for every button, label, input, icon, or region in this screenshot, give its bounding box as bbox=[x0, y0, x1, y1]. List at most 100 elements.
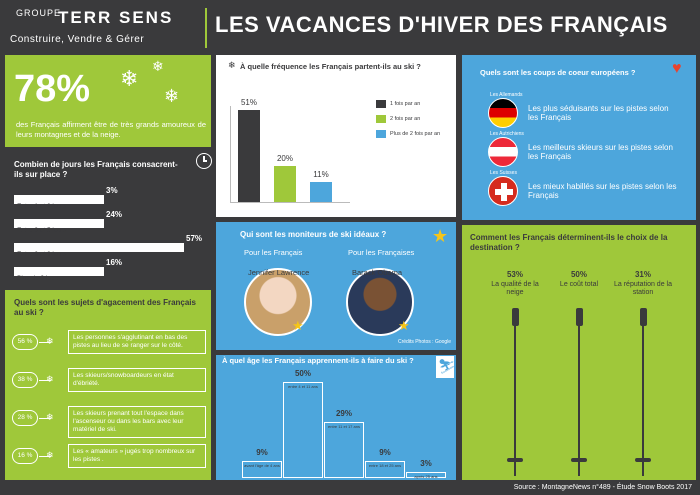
age-pct: 9% bbox=[256, 448, 268, 457]
annoyance-title: Quels sont les sujets d'agacement des Fr… bbox=[14, 298, 196, 317]
age-pct: 9% bbox=[379, 448, 391, 457]
snowflake-icon: ❄ bbox=[120, 66, 139, 91]
logo-subtitle: Construire, Vendre & Gérer bbox=[10, 34, 145, 45]
legend-swatch bbox=[376, 130, 386, 138]
annoyance-connector bbox=[39, 342, 51, 343]
destination-pct: 31% bbox=[634, 270, 651, 279]
snowflake-icon: ❄ bbox=[152, 58, 164, 74]
europe-text: Les plus séduisants sur les pistes selon… bbox=[528, 104, 669, 122]
moniteurs-title: Qui sont les moniteurs de ski idéaux ? bbox=[240, 230, 387, 239]
annoyance-text: Les « amateurs » jugés trop nombreux sur… bbox=[68, 444, 206, 468]
age-bar bbox=[242, 461, 282, 478]
frequency-pct: 11% bbox=[313, 170, 329, 179]
flag-caption: Les Suisses bbox=[490, 170, 517, 176]
age-pct: 3% bbox=[420, 459, 432, 468]
header-divider bbox=[205, 8, 207, 48]
days-bar: Entre 1 et 2 jours bbox=[14, 195, 104, 210]
ski-pole-basket bbox=[571, 458, 587, 462]
age-bar-label: après 25 ans bbox=[414, 474, 438, 479]
snowflake-icon: ❄ bbox=[228, 60, 236, 70]
days-pct: 16% bbox=[106, 258, 123, 267]
annoyance-pct: 28 % bbox=[12, 410, 38, 426]
flag-germany-icon bbox=[488, 98, 518, 128]
age-pct: 29% bbox=[335, 409, 352, 418]
destination-label: Le coût total bbox=[559, 281, 599, 288]
annoyance-text: Les personnes s'agglutinant en bas des p… bbox=[68, 330, 206, 354]
days-label: Entre 3 et 5 jours bbox=[17, 227, 67, 234]
days-title: Combien de jours les Français consacrent… bbox=[14, 160, 178, 179]
snowflake-icon: ❄ bbox=[46, 336, 54, 346]
frequency-bar bbox=[238, 110, 260, 202]
frequency-pct: 20% bbox=[276, 154, 293, 163]
flag-caption: Les Autrichiens bbox=[490, 131, 524, 137]
moniteur-left-name: Jennifer Lawrence bbox=[248, 268, 310, 277]
ski-pole-shaft bbox=[642, 326, 644, 476]
ski-pole-shaft bbox=[578, 326, 580, 476]
frequency-title: À quelle fréquence les Français partent-… bbox=[240, 62, 421, 71]
age-bar-label: entre 4 et 11 ans bbox=[288, 384, 318, 389]
days-panel bbox=[5, 152, 211, 284]
frequency-pct: 51% bbox=[240, 98, 257, 107]
age-pct: 50% bbox=[294, 369, 311, 378]
portrait-barack-obama bbox=[346, 268, 414, 336]
age-bar bbox=[406, 472, 446, 478]
moniteur-right-name: Barack Obama bbox=[352, 268, 403, 277]
ski-pole-grip bbox=[640, 308, 647, 326]
flag-caption: Les Allemands bbox=[490, 92, 523, 98]
legend-swatch bbox=[376, 100, 386, 108]
photo-credits: Crédits Photos : Google bbox=[398, 339, 452, 345]
annoyance-text: Les skieurs/snowboardeurs en état d'ébri… bbox=[68, 368, 206, 392]
age-bar bbox=[324, 422, 364, 478]
days-bar: Entre 6 et 8 jours bbox=[14, 243, 184, 258]
annoyance-pct: 56 % bbox=[12, 334, 38, 350]
ski-pole-basket bbox=[507, 458, 523, 462]
star-icon: ★ bbox=[398, 318, 410, 333]
annoyance-pct: 16 % bbox=[12, 448, 38, 464]
star-icon: ★ bbox=[432, 226, 449, 246]
annoyance-connector bbox=[39, 456, 51, 457]
age-bar-label: entre 11 et 17 ans bbox=[328, 424, 360, 429]
age-bar bbox=[283, 382, 323, 478]
age-bar bbox=[365, 461, 405, 478]
days-label: Entre 1 et 2 jours bbox=[17, 203, 67, 210]
moniteur-right-label: Pour les Françaises bbox=[348, 248, 415, 257]
source-note: Source : MontagneNews n°489 - Étude Snow… bbox=[513, 484, 692, 491]
frequency-bar bbox=[310, 182, 332, 202]
days-pct: 3% bbox=[106, 186, 118, 195]
ski-pole-grip bbox=[576, 308, 583, 326]
annoyance-panel bbox=[5, 290, 211, 480]
heart-icon: ♥ bbox=[672, 60, 682, 77]
annoyance-connector bbox=[39, 380, 51, 381]
age-title: À quel âge les Français apprennent-ils à… bbox=[222, 356, 414, 365]
love-stat-number: 78% bbox=[14, 68, 91, 110]
frequency-bar bbox=[274, 166, 296, 202]
skier-icon-box: ⛷ bbox=[436, 356, 456, 378]
star-icon: ★ bbox=[292, 318, 304, 333]
flag-switzerland-icon bbox=[488, 176, 518, 206]
legend-label: 1 fois par an bbox=[390, 101, 421, 107]
ski-pole-shaft bbox=[514, 326, 516, 476]
europe-text: Les mieux habillés sur les pistes selon … bbox=[528, 182, 677, 200]
portrait-jennifer-lawrence bbox=[244, 268, 312, 336]
frequency-baseline bbox=[230, 202, 350, 203]
clock-icon bbox=[196, 153, 212, 169]
snowflake-icon: ❄ bbox=[164, 86, 180, 106]
logo: GROUPE TERR SENS Construire, Vendre & Gé… bbox=[0, 0, 205, 52]
header bbox=[0, 0, 700, 52]
destination-pct: 53% bbox=[506, 270, 523, 279]
days-label: Plus de 9 jours bbox=[17, 275, 60, 282]
age-bar-label: entre 18 et 25 ans bbox=[368, 463, 402, 468]
europe-title: Quels sont les coups de coeur européens … bbox=[480, 68, 636, 77]
days-label: Entre 6 et 8 jours bbox=[17, 251, 67, 258]
days-bar: Plus de 9 jours bbox=[14, 267, 104, 282]
love-stat-panel bbox=[5, 55, 211, 147]
page-title: LES VACANCES D'HIVER DES FRANÇAIS bbox=[215, 12, 668, 37]
cross-horizontal bbox=[495, 189, 513, 195]
snowflake-icon: ❄ bbox=[46, 450, 54, 460]
annoyance-pct: 38 % bbox=[12, 372, 38, 388]
destination-label: La qualité de la neige bbox=[491, 281, 539, 296]
europe-text: Les meilleurs skieurs sur les pistes sel… bbox=[528, 143, 673, 161]
destination-pct: 50% bbox=[570, 270, 587, 279]
logo-groupe: GROUPE bbox=[16, 8, 62, 18]
days-pct: 24% bbox=[106, 210, 123, 219]
